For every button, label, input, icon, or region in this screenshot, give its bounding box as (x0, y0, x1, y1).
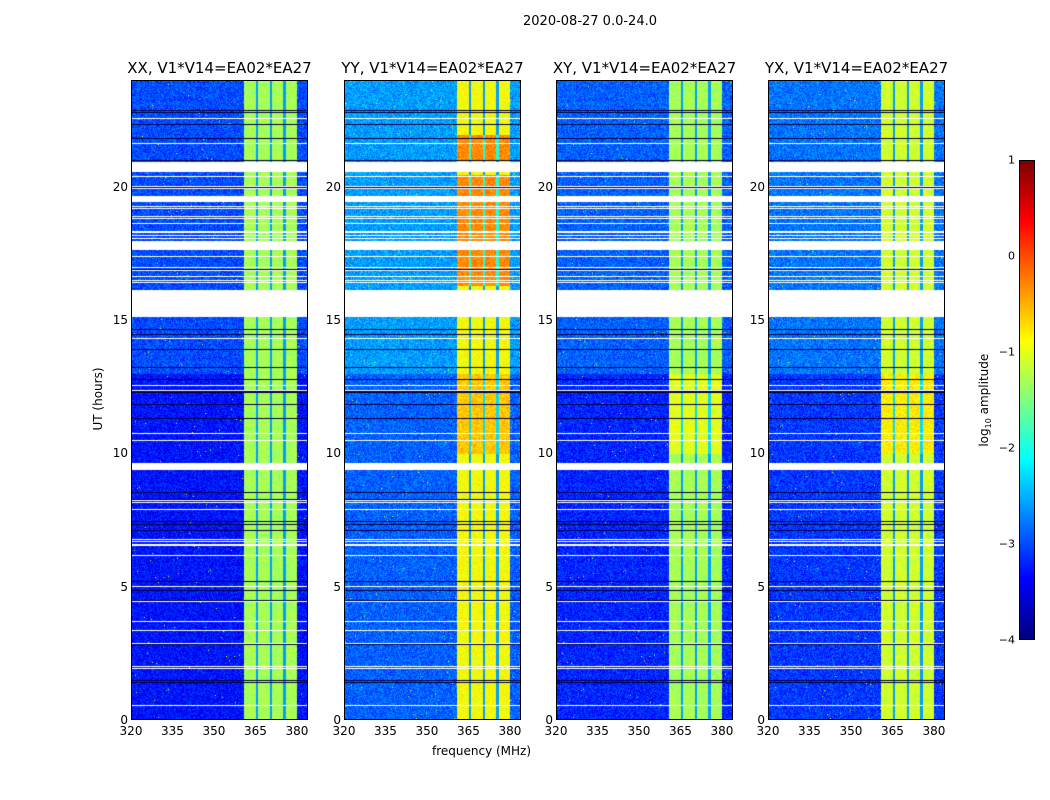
y-tick-label: 10 (749, 446, 765, 461)
panel-title: YY, V1*V14=EA02*EA27 (341, 59, 524, 77)
x-tick-label: 380 (710, 724, 734, 738)
y-tick-label: 0 (545, 713, 553, 727)
y-tick-label: 20 (749, 179, 765, 194)
x-tick-label: 320 (119, 724, 143, 738)
x-tick-label: 335 (161, 724, 184, 738)
y-tick-label: 5 (333, 579, 341, 594)
figure-suptitle: 2020-08-27 0.0-24.0 (523, 14, 657, 29)
colorbar-tick-label: −1 (998, 345, 1015, 359)
x-tick-label: 350 (627, 724, 651, 738)
y-tick-label: 15 (112, 313, 128, 327)
y-tick-label: 15 (749, 313, 765, 327)
y-tick-label: 10 (325, 446, 341, 461)
x-tick-label: 365 (669, 724, 692, 738)
colorbar-label-rest: amplitude (976, 353, 991, 419)
panel-title: YX, V1*V14=EA02*EA27 (764, 59, 949, 77)
colorbar-tick-label: 1 (1008, 153, 1015, 167)
spectrogram-heatmap (345, 81, 520, 719)
x-tick-label: 320 (544, 724, 568, 738)
colorbar-tick-label: −3 (998, 537, 1015, 551)
y-tick-label: 15 (325, 313, 341, 327)
y-tick-label: 0 (333, 713, 341, 727)
colorbar-tick-label: −4 (998, 633, 1015, 647)
x-tick-label: 365 (457, 724, 480, 738)
y-tick-label: 5 (545, 579, 553, 594)
x-tick-label: 380 (285, 724, 309, 738)
colorbar-label-main: log (976, 428, 991, 447)
panel-title: XY, V1*V14=EA02*EA27 (552, 59, 737, 77)
x-tick-label: 380 (498, 724, 522, 738)
colorbar-tick-label: −2 (998, 441, 1015, 455)
y-axis-label: UT (hours) (91, 367, 105, 431)
spectrogram-panel (556, 80, 733, 720)
colorbar-tick-label: 0 (1008, 249, 1015, 263)
y-tick-label: 10 (112, 446, 128, 461)
colorbar (1019, 160, 1035, 640)
y-tick-label: 20 (325, 179, 341, 194)
y-tick-label: 5 (757, 579, 765, 594)
x-tick-label: 335 (374, 724, 397, 738)
spectrogram-heatmap (769, 81, 944, 719)
x-tick-label: 350 (839, 724, 863, 738)
x-tick-label: 380 (922, 724, 946, 738)
spectrogram-panel (131, 80, 308, 720)
y-tick-label: 15 (537, 313, 553, 327)
colorbar-label-sub: 10 (984, 418, 994, 429)
x-tick-label: 365 (881, 724, 904, 738)
spectrogram-panel (768, 80, 945, 720)
x-tick-label: 350 (202, 724, 226, 738)
x-axis-label: frequency (MHz) (432, 744, 532, 758)
y-tick-label: 0 (120, 713, 128, 727)
spectrogram-panel (344, 80, 521, 720)
y-tick-label: 10 (537, 446, 553, 461)
spectrogram-heatmap (132, 81, 307, 719)
spectrogram-heatmap (557, 81, 732, 719)
y-tick-label: 0 (757, 713, 765, 727)
y-tick-label: 20 (537, 179, 553, 194)
colorbar-label: log10 amplitude (977, 345, 993, 455)
x-tick-label: 335 (586, 724, 609, 738)
x-tick-label: 320 (332, 724, 356, 738)
panel-title: XX, V1*V14=EA02*EA27 (127, 59, 312, 77)
x-tick-label: 365 (244, 724, 267, 738)
y-tick-label: 5 (120, 579, 128, 594)
x-tick-label: 320 (756, 724, 780, 738)
x-tick-label: 350 (415, 724, 439, 738)
y-tick-label: 20 (112, 179, 128, 194)
x-tick-label: 335 (798, 724, 821, 738)
